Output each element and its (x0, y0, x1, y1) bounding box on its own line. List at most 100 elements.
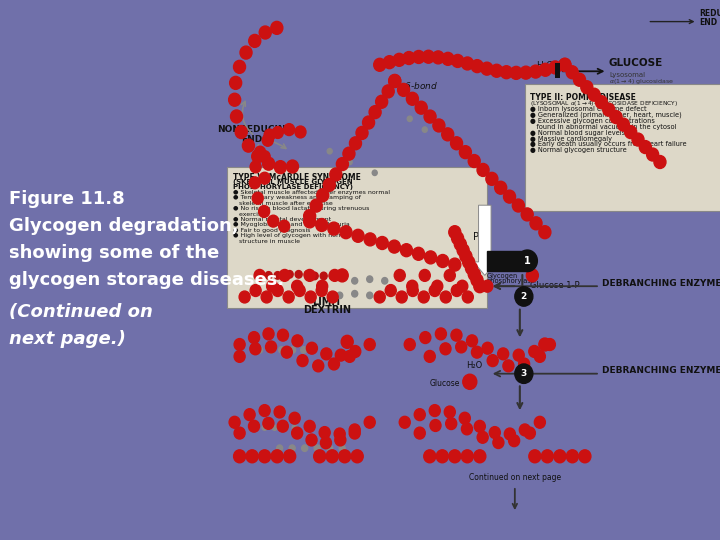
Circle shape (319, 427, 330, 438)
Circle shape (304, 210, 315, 222)
Text: 3: 3 (521, 369, 527, 378)
Circle shape (495, 181, 507, 194)
Text: ● Massive cardiomegaly: ● Massive cardiomegaly (530, 136, 612, 141)
Text: 2: 2 (521, 292, 527, 301)
Circle shape (292, 425, 297, 430)
Circle shape (284, 124, 294, 136)
Circle shape (366, 292, 373, 299)
Circle shape (503, 360, 514, 372)
Circle shape (301, 347, 307, 353)
Circle shape (289, 347, 296, 353)
Circle shape (234, 339, 245, 350)
Circle shape (263, 417, 274, 429)
FancyBboxPatch shape (227, 167, 487, 308)
Circle shape (317, 189, 329, 202)
Circle shape (482, 342, 493, 354)
Circle shape (500, 66, 513, 79)
Circle shape (336, 158, 348, 171)
Text: ● Fair to good prognosis: ● Fair to good prognosis (233, 228, 310, 233)
Circle shape (339, 445, 345, 451)
Circle shape (418, 291, 429, 303)
Circle shape (263, 157, 274, 170)
Circle shape (259, 151, 270, 163)
Circle shape (344, 350, 355, 362)
Circle shape (579, 450, 591, 463)
Circle shape (400, 244, 413, 256)
Text: DEBRANCHING ENZYME: DEBRANCHING ENZYME (603, 366, 720, 375)
Circle shape (229, 93, 240, 106)
Circle shape (554, 450, 566, 463)
Circle shape (327, 445, 333, 451)
Circle shape (349, 427, 360, 439)
Text: REDUCING: REDUCING (699, 9, 720, 18)
Circle shape (424, 110, 436, 123)
Text: ● Normal blood sugar levels: ● Normal blood sugar levels (530, 130, 625, 136)
Circle shape (323, 178, 336, 191)
Text: ● Generalized (primarily liver, heart, muscle): ● Generalized (primarily liver, heart, m… (530, 112, 682, 118)
Circle shape (256, 347, 263, 353)
Circle shape (229, 416, 240, 428)
Circle shape (310, 199, 323, 212)
Text: END: END (699, 18, 717, 27)
Circle shape (259, 404, 270, 416)
Circle shape (259, 26, 271, 39)
Circle shape (393, 53, 405, 66)
Circle shape (239, 291, 250, 303)
Text: NONREDUCING: NONREDUCING (217, 125, 292, 134)
Circle shape (277, 420, 288, 432)
Circle shape (436, 450, 449, 463)
Text: H₂O: H₂O (536, 60, 554, 70)
Circle shape (446, 417, 456, 429)
Circle shape (287, 160, 299, 173)
Circle shape (233, 450, 246, 463)
Text: 1: 1 (524, 256, 531, 266)
Circle shape (490, 427, 500, 438)
Circle shape (277, 329, 289, 341)
Circle shape (389, 75, 401, 87)
Circle shape (321, 348, 332, 360)
Circle shape (307, 342, 318, 354)
Circle shape (404, 339, 415, 350)
Circle shape (250, 285, 261, 296)
Circle shape (336, 349, 346, 361)
Circle shape (449, 258, 461, 271)
Circle shape (524, 427, 536, 439)
Circle shape (385, 285, 396, 296)
Circle shape (258, 450, 271, 463)
Text: ● Normal glycogen structure: ● Normal glycogen structure (530, 147, 626, 153)
Circle shape (449, 450, 461, 463)
Circle shape (304, 215, 315, 228)
Circle shape (441, 128, 454, 141)
Text: (Continued on: (Continued on (9, 303, 153, 321)
Circle shape (504, 428, 516, 440)
Circle shape (240, 46, 252, 59)
Circle shape (347, 159, 352, 165)
Circle shape (250, 161, 261, 173)
Circle shape (462, 450, 473, 463)
Circle shape (369, 106, 381, 119)
Circle shape (610, 111, 622, 124)
Circle shape (456, 280, 468, 292)
Circle shape (513, 349, 524, 361)
Circle shape (468, 154, 480, 167)
Circle shape (639, 140, 652, 153)
Circle shape (521, 208, 534, 221)
Circle shape (518, 250, 537, 272)
Circle shape (529, 450, 541, 463)
Circle shape (248, 420, 259, 432)
Circle shape (374, 58, 386, 71)
Circle shape (469, 269, 480, 281)
Circle shape (414, 427, 426, 439)
Circle shape (451, 55, 464, 68)
Circle shape (519, 424, 531, 436)
Circle shape (246, 450, 258, 463)
Circle shape (274, 406, 285, 418)
Circle shape (349, 424, 360, 436)
Circle shape (304, 421, 315, 433)
Circle shape (230, 110, 243, 123)
Circle shape (408, 116, 413, 122)
Text: ● Inborn lysosomal enzyme defect: ● Inborn lysosomal enzyme defect (530, 106, 647, 112)
Circle shape (274, 161, 287, 174)
Circle shape (520, 66, 532, 79)
Text: ENDS: ENDS (240, 135, 269, 144)
